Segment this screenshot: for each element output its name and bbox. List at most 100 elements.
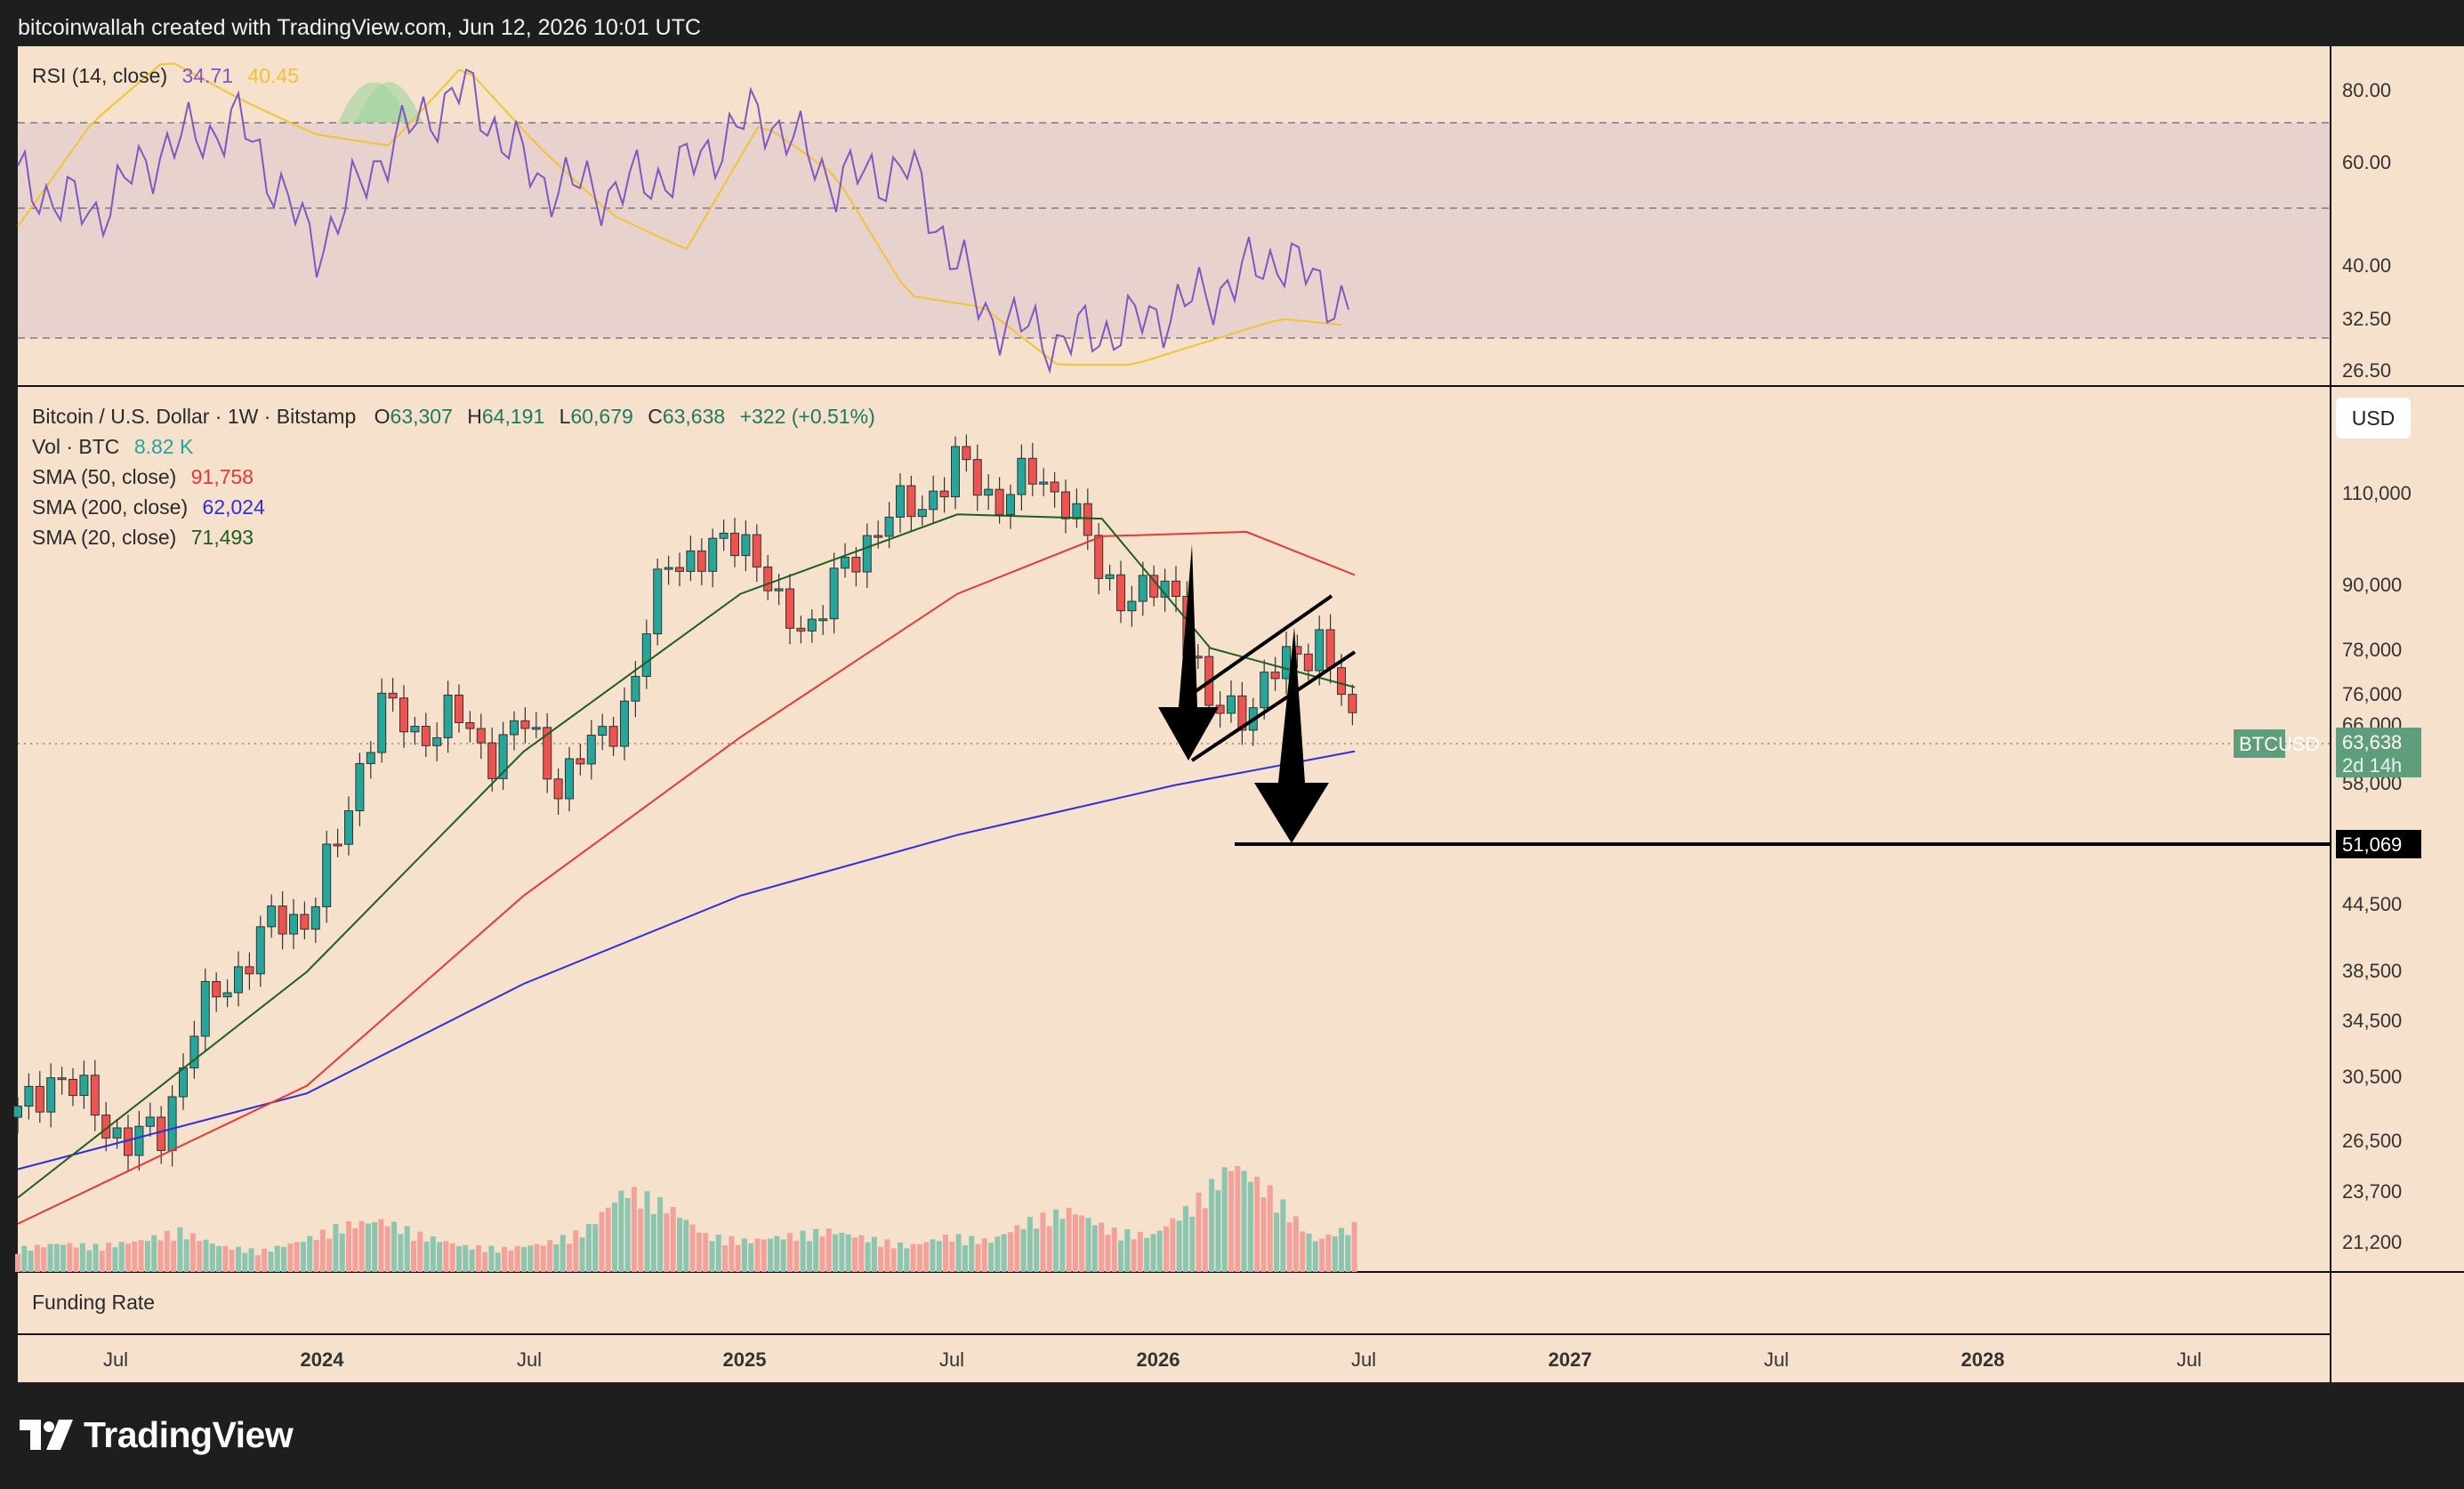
- candle-body: [267, 905, 277, 928]
- candle-body: [620, 700, 629, 747]
- volume-bar: [67, 1243, 73, 1272]
- volume-bar: [222, 1245, 229, 1272]
- btcusd-symbol-text: BTCUSD: [2239, 733, 2319, 755]
- sma200-legend[interactable]: SMA (200, close) 62,024: [32, 495, 265, 519]
- sma20-legend[interactable]: SMA (20, close) 71,493: [32, 526, 254, 550]
- volume-legend[interactable]: Vol · BTC 8.82 K: [32, 435, 193, 459]
- candle-body: [322, 843, 332, 907]
- ohlc-close-label: C: [648, 405, 663, 428]
- candle-body: [531, 727, 541, 730]
- bar-countdown: 2d 14h: [2342, 754, 2402, 777]
- candle-body: [289, 914, 298, 935]
- ohlc-change: +322 (+0.51%): [739, 405, 875, 428]
- volume-bar: [1274, 1212, 1280, 1272]
- candle-body: [1027, 457, 1037, 485]
- volume-bar: [1306, 1233, 1312, 1272]
- sma50-legend[interactable]: SMA (50, close) 91,758: [32, 465, 254, 489]
- candle-body: [896, 485, 905, 518]
- tradingview-logo-icon: [20, 1420, 73, 1450]
- candle-body: [222, 992, 232, 998]
- volume-bar: [1072, 1214, 1078, 1272]
- volume-bar: [910, 1244, 916, 1272]
- rsi-scale-label: 26.50: [2342, 359, 2391, 382]
- volume-bar: [1027, 1217, 1033, 1272]
- candle-body: [510, 720, 519, 736]
- candle-body: [697, 550, 706, 572]
- volume-bar: [761, 1239, 767, 1272]
- candle-body: [929, 490, 938, 511]
- rsi-legend[interactable]: RSI (14, close) 34.71 40.45: [32, 64, 299, 88]
- volume-bar: [1008, 1232, 1013, 1272]
- candle-body: [741, 534, 751, 557]
- candle-body: [631, 675, 640, 702]
- wedge-upper-line[interactable]: [1190, 594, 1333, 696]
- candle-body: [664, 567, 673, 570]
- volume-bar: [839, 1232, 845, 1272]
- volume-bar: [858, 1235, 865, 1272]
- volume-bar: [748, 1243, 754, 1272]
- candle-body: [520, 720, 530, 729]
- volume-bar: [969, 1235, 975, 1272]
- volume-bar: [878, 1246, 884, 1272]
- volume-bar: [242, 1252, 248, 1272]
- candle-body: [278, 905, 287, 935]
- volume-bar: [333, 1224, 339, 1272]
- volume-bar: [1300, 1231, 1306, 1272]
- wedge-lower-line[interactable]: [1190, 650, 1357, 762]
- indicator-value: 91,758: [190, 465, 254, 488]
- volume-bar: [780, 1239, 786, 1272]
- volume-bar: [294, 1242, 300, 1272]
- currency-button[interactable]: USD: [2336, 398, 2411, 439]
- candle-body: [917, 509, 927, 518]
- volume-bar: [339, 1233, 345, 1272]
- sma50-line: [17, 530, 1356, 1225]
- volume-bar: [729, 1235, 735, 1272]
- volume-bar: [469, 1249, 475, 1272]
- time-axis-label: Jul: [1764, 1348, 1789, 1371]
- symbol-legend[interactable]: Bitcoin / U.S. Dollar · 1W · Bitstamp O6…: [32, 405, 875, 429]
- candle-body: [68, 1078, 77, 1097]
- volume-bar: [949, 1241, 955, 1272]
- volume-bar: [624, 1198, 631, 1272]
- candle-body: [355, 762, 365, 812]
- volume-bar: [1319, 1238, 1325, 1272]
- volume-bar: [793, 1240, 800, 1272]
- candle-body: [1050, 481, 1059, 493]
- candle-body: [1282, 646, 1291, 680]
- candle-body: [57, 1077, 67, 1081]
- volume-bar: [1228, 1171, 1234, 1272]
- price-scale-label: 44,500: [2342, 893, 2402, 915]
- candle-body: [1325, 629, 1335, 669]
- volume-bar: [975, 1244, 981, 1272]
- volume-bar: [21, 1245, 28, 1272]
- volume-bar: [1254, 1177, 1260, 1272]
- candle-body: [608, 726, 618, 747]
- volume-bar: [118, 1242, 125, 1272]
- target-arrow[interactable]: [1254, 627, 1329, 843]
- volume-bar: [1170, 1218, 1176, 1272]
- volume-bar: [994, 1236, 1001, 1272]
- volume-bar: [1247, 1181, 1253, 1272]
- time-axis-label: Jul: [2177, 1348, 2202, 1371]
- candle-body: [807, 618, 817, 632]
- tradingview-brand[interactable]: TradingView: [20, 1413, 294, 1457]
- candle-body: [112, 1127, 122, 1139]
- volume-bar: [1040, 1212, 1046, 1272]
- candle-body: [543, 727, 552, 780]
- price-scale-label: 34,500: [2342, 1010, 2402, 1032]
- volume-bar: [508, 1250, 514, 1272]
- candle-body: [586, 735, 596, 765]
- volume-bar: [138, 1240, 144, 1272]
- candle-body: [421, 726, 431, 746]
- first-drop-arrow[interactable]: [1158, 544, 1219, 761]
- candle-body: [245, 966, 254, 975]
- candle-body: [189, 1035, 199, 1069]
- indicator-label: SMA (200, close): [32, 495, 189, 519]
- volume-bar: [423, 1241, 430, 1272]
- candle-body: [641, 633, 651, 677]
- volume-bar: [683, 1219, 689, 1272]
- volume-bar: [268, 1252, 274, 1272]
- time-axis-label: 2026: [1137, 1348, 1180, 1371]
- candle-body: [234, 966, 243, 994]
